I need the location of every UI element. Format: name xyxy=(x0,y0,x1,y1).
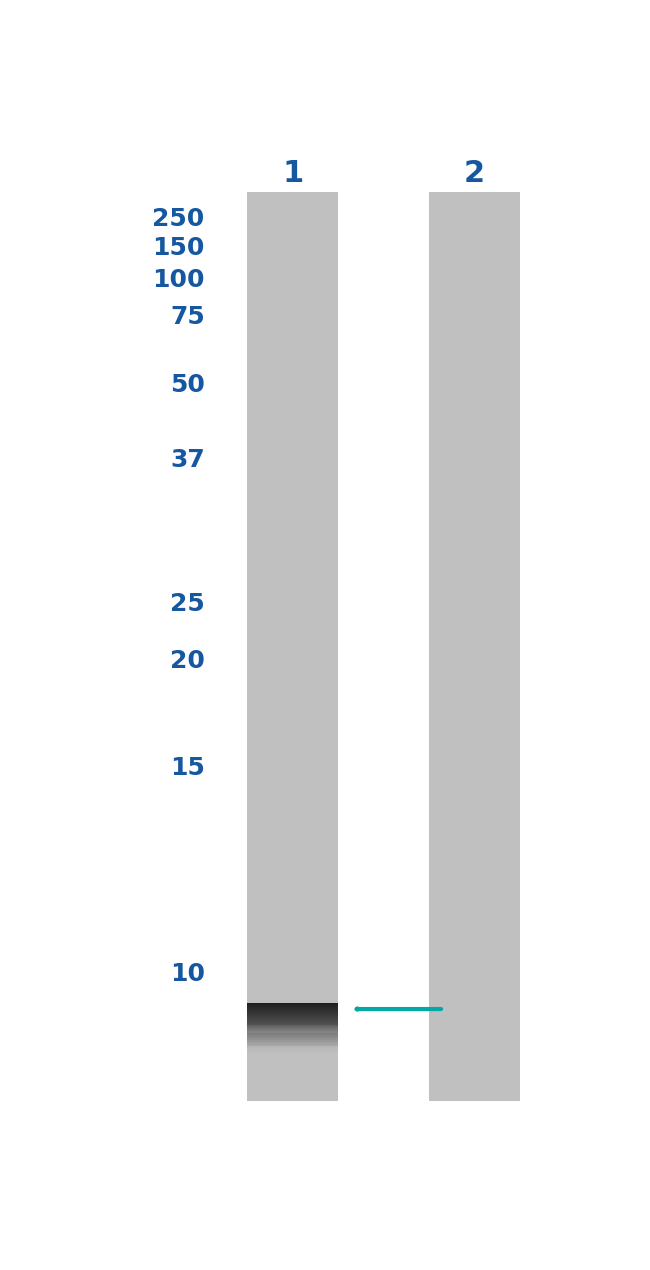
Bar xyxy=(248,1025,338,1026)
Bar xyxy=(248,1026,338,1027)
Text: 250: 250 xyxy=(152,207,205,231)
Bar xyxy=(248,1031,338,1033)
Bar xyxy=(248,1027,338,1029)
Bar xyxy=(248,1035,338,1036)
Bar xyxy=(248,1034,338,1035)
Bar xyxy=(248,192,338,1101)
Bar xyxy=(248,1049,338,1050)
Bar xyxy=(248,1040,338,1041)
Text: 100: 100 xyxy=(152,268,205,292)
Text: 10: 10 xyxy=(170,961,205,986)
Text: 1: 1 xyxy=(282,160,304,188)
Text: 20: 20 xyxy=(170,649,205,673)
Bar xyxy=(248,1050,338,1052)
Bar xyxy=(248,1043,338,1044)
Bar xyxy=(248,1033,338,1034)
Bar xyxy=(248,1030,338,1031)
Bar xyxy=(248,1044,338,1045)
Bar xyxy=(248,1048,338,1049)
Bar xyxy=(248,1043,338,1044)
Bar xyxy=(248,1029,338,1030)
Text: 150: 150 xyxy=(152,236,205,260)
Bar xyxy=(248,1039,338,1040)
Bar xyxy=(248,1052,338,1053)
Bar xyxy=(248,1048,338,1049)
Text: 15: 15 xyxy=(170,757,205,781)
Bar xyxy=(248,1046,338,1048)
Text: 75: 75 xyxy=(170,305,205,329)
Bar xyxy=(248,1030,338,1031)
Bar xyxy=(248,1038,338,1039)
Text: 37: 37 xyxy=(170,448,205,472)
Bar xyxy=(248,1026,338,1027)
Bar xyxy=(248,1041,338,1043)
Bar xyxy=(248,1045,338,1046)
Bar xyxy=(248,1035,338,1036)
Text: 50: 50 xyxy=(170,373,205,398)
Bar xyxy=(429,192,519,1101)
Bar xyxy=(248,1052,338,1053)
Bar xyxy=(248,1053,338,1054)
Bar xyxy=(248,1036,338,1038)
Text: 2: 2 xyxy=(463,160,485,188)
Bar xyxy=(248,1039,338,1040)
Text: 25: 25 xyxy=(170,592,205,616)
